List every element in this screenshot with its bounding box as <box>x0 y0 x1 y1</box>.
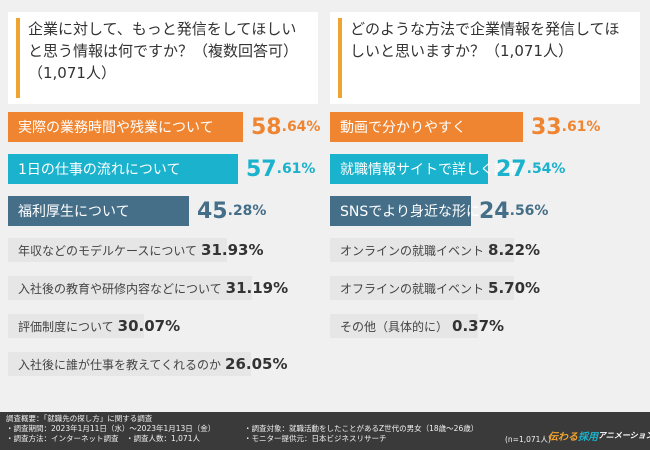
right-value-label-5: 5.70% <box>488 279 541 297</box>
right-bar-label-1: 動画で分かりやすく <box>340 120 466 136</box>
right-bar-chart: 動画で分かりやすく 33.61% 就職情報サイトで詳しく記載 27.54% SNSでより… <box>330 112 642 372</box>
right-bar-6: その他（具体的に） <box>330 314 479 338</box>
left-value-label-1: 58.64% <box>251 114 321 140</box>
left-value-label-4: 31.93% <box>201 241 264 259</box>
right-bar-label-5: オフラインの就職イベント <box>340 281 485 296</box>
brand-logo: 伝わる 採用 アニメーション <box>548 426 650 444</box>
right-value-label-6: 0.37% <box>452 317 505 335</box>
logo-part-1: 伝わる <box>548 431 578 443</box>
left-question-accent-bar <box>16 18 20 98</box>
survey-panel: ・モニター提供元：日本ビジネスリサーチ <box>244 434 387 443</box>
left-bar-3: 福利厚生について <box>8 196 189 226</box>
right-bar-5: オフラインの就職イベント <box>330 276 515 300</box>
right-bar-4: オンラインの就職イベント <box>330 238 515 262</box>
right-bar-label-2: 就職情報サイトで詳しく記載 <box>340 162 522 178</box>
left-bar-label-6: 評価制度について <box>18 319 114 334</box>
survey-method: ・調査方法：インターネット調査 ・調査人数：1,071人 <box>6 434 200 443</box>
right-bar-label-4: オンラインの就職イベント <box>340 243 485 258</box>
left-value-label-6: 30.07% <box>117 317 181 335</box>
right-bar-3: SNSでより身近な形に <box>330 196 480 226</box>
left-question-card: 企業に対して、もっと発信をしてほしいと思う情報は何ですか？（複数回答可）（1,0… <box>8 12 318 104</box>
left-bar-6: 評価制度について <box>8 314 144 338</box>
left-bar-1: 実際の業務時間や残業について <box>8 112 243 142</box>
survey-target: ・調査対象：就職活動をしたことがあるZ世代の男女（18歳〜26歳） <box>244 424 479 433</box>
left-bar-2: 1日の仕事の流れについて <box>8 154 238 184</box>
left-bar-label-1: 実際の業務時間や残業について <box>18 120 214 136</box>
left-value-label-7: 26.05% <box>225 355 288 373</box>
left-value-label-3: 45.28% <box>197 198 267 224</box>
right-bar-2: 就職情報サイトで詳しく記載 <box>330 154 522 184</box>
left-value-label-2: 57.61% <box>246 156 316 182</box>
right-bar-label-3: SNSでより身近な形に <box>340 204 480 220</box>
left-bar-label-2: 1日の仕事の流れについて <box>18 162 181 178</box>
left-bar-label-3: 福利厚生について <box>18 204 130 220</box>
logo-part-3: アニメーション <box>598 430 650 440</box>
survey-footer: 調査概要：「就職先の探し方」に関する調査 ・調査期間：2023年1月11日（水）… <box>0 412 650 450</box>
left-value-label-5: 31.19% <box>225 279 289 297</box>
right-value-label-3: 24.56% <box>479 198 549 224</box>
left-bar-5: 入社後の教育や研修内容などについて <box>8 276 252 300</box>
survey-title: 調査概要：「就職先の探し方」に関する調査 <box>6 414 153 423</box>
right-question-text: どのような方法で企業情報を発信してほしいと思いますか？（1,071人） <box>350 20 620 60</box>
left-bar-label-5: 入社後の教育や研修内容などについて <box>18 281 222 296</box>
sample-size-note: (n=1,071人) <box>505 435 551 444</box>
left-bar-7: 入社後に誰が仕事を教えてくれるのか <box>8 352 252 376</box>
logo-part-2: 採用 <box>578 431 598 443</box>
left-bar-chart: 実際の業務時間や残業について 58.64% 1日の仕事の流れについて 57.61% 福利… <box>8 112 321 408</box>
survey-period: ・調査期間：2023年1月11日（水）〜2023年1月13日（金） <box>6 424 216 433</box>
right-value-label-1: 33.61% <box>531 114 601 140</box>
right-value-label-4: 8.22% <box>488 241 541 259</box>
left-bar-4: 年収などのモデルケースについて <box>8 238 228 262</box>
right-value-label-2: 27.54% <box>496 156 566 182</box>
right-bar-1: 動画で分かりやすく <box>330 112 523 142</box>
left-bar-label-4: 年収などのモデルケースについて <box>18 243 198 258</box>
left-question-text: 企業に対して、もっと発信をしてほしいと思う情報は何ですか？（複数回答可）（1,0… <box>28 20 299 82</box>
right-question-accent-bar <box>338 18 342 98</box>
left-bar-label-7: 入社後に誰が仕事を教えてくれるのか <box>18 357 222 372</box>
right-question-card: どのような方法で企業情報を発信してほしいと思いますか？（1,071人） <box>330 12 640 104</box>
right-bar-label-6: その他（具体的に） <box>340 319 449 334</box>
